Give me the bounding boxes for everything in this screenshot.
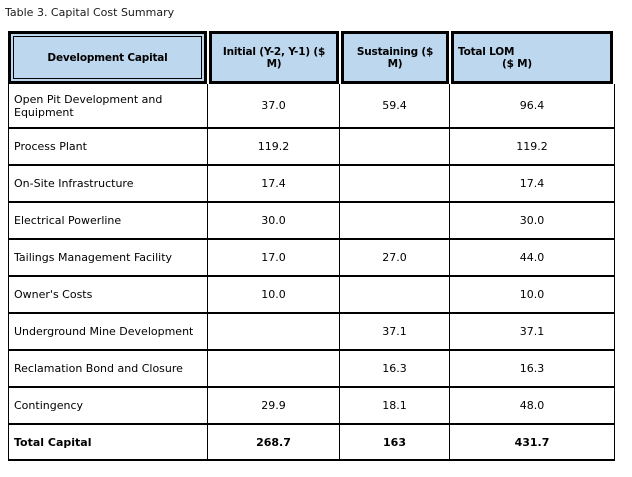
cell-initial: 17.0 [207, 238, 340, 277]
row-label: Contingency [8, 386, 208, 425]
cell-sustaining: 16.3 [339, 349, 450, 388]
cell-initial: 10.0 [207, 275, 340, 314]
table-row: Process Plant 119.2 119.2 [8, 127, 615, 166]
cell-total: 96.4 [449, 84, 615, 129]
row-label: Open Pit Development and Equipment [8, 84, 208, 129]
table-row: Underground Mine Development 37.1 37.1 [8, 312, 615, 351]
row-label: Process Plant [8, 127, 208, 166]
table-row: Tailings Management Facility 17.0 27.0 4… [8, 238, 615, 277]
header-label-line: M) [387, 57, 403, 70]
table-row: Contingency 29.9 18.1 48.0 [8, 386, 615, 425]
row-label: Tailings Management Facility [8, 238, 208, 277]
cell-sustaining [339, 275, 450, 314]
header-label: Development Capital [47, 51, 168, 64]
cell-initial [207, 312, 340, 351]
cell-initial [207, 349, 340, 388]
cell-total: 10.0 [449, 275, 615, 314]
cell-total: 48.0 [449, 386, 615, 425]
row-label: On-Site Infrastructure [8, 164, 208, 203]
cell-sustaining: 163 [339, 423, 450, 461]
cell-sustaining [339, 127, 450, 166]
row-label: Reclamation Bond and Closure [8, 349, 208, 388]
row-label: Underground Mine Development [8, 312, 208, 351]
cell-total: 17.4 [449, 164, 615, 203]
cell-initial: 30.0 [207, 201, 340, 240]
cell-total: 16.3 [449, 349, 615, 388]
table-body: Open Pit Development and Equipment 37.0 … [8, 84, 615, 461]
cell-total: 431.7 [449, 423, 615, 461]
row-label: Total Capital [8, 423, 208, 461]
page-title: Table 3. Capital Cost Summary [5, 6, 175, 19]
cell-initial: 17.4 [207, 164, 340, 203]
cell-total: 119.2 [449, 127, 615, 166]
header-label-line: M) [266, 57, 282, 70]
table-row: Owner's Costs 10.0 10.0 [8, 275, 615, 314]
cell-sustaining: 27.0 [339, 238, 450, 277]
cell-initial: 268.7 [207, 423, 340, 461]
cell-initial: 119.2 [207, 127, 340, 166]
cell-sustaining: 18.1 [339, 386, 450, 425]
cell-sustaining [339, 201, 450, 240]
table-row: Electrical Powerline 30.0 30.0 [8, 201, 615, 240]
header-label-line: Sustaining ($ [356, 45, 434, 58]
table-row: Reclamation Bond and Closure 16.3 16.3 [8, 349, 615, 388]
cell-sustaining [339, 164, 450, 203]
header-cell-total-lom: Total LOM ($ M) [451, 31, 613, 84]
table-row: On-Site Infrastructure 17.4 17.4 [8, 164, 615, 203]
cell-total: 44.0 [449, 238, 615, 277]
row-label: Owner's Costs [8, 275, 208, 314]
capital-cost-table: Development Capital Initial (Y-2, Y-1) (… [8, 31, 632, 461]
table-row-total: Total Capital 268.7 163 431.7 [8, 423, 615, 461]
cell-initial: 29.9 [207, 386, 340, 425]
header-cell-inner-border: Development Capital [13, 36, 202, 79]
row-label: Electrical Powerline [8, 201, 208, 240]
header-cell-development-capital: Development Capital [8, 31, 207, 84]
cell-initial: 37.0 [207, 84, 340, 129]
cell-total: 37.1 [449, 312, 615, 351]
table-row: Open Pit Development and Equipment 37.0 … [8, 84, 615, 129]
cell-total: 30.0 [449, 201, 615, 240]
header-cell-initial: Initial (Y-2, Y-1) ($ M) [209, 31, 339, 84]
header-label-line: Total LOM [458, 45, 515, 58]
cell-sustaining: 59.4 [339, 84, 450, 129]
header-label-line: Initial (Y-2, Y-1) ($ [222, 45, 326, 58]
cell-sustaining: 37.1 [339, 312, 450, 351]
header-cell-sustaining: Sustaining ($ M) [341, 31, 449, 84]
header-label-line: ($ M) [502, 57, 533, 70]
table-header-row: Development Capital Initial (Y-2, Y-1) (… [8, 31, 613, 84]
